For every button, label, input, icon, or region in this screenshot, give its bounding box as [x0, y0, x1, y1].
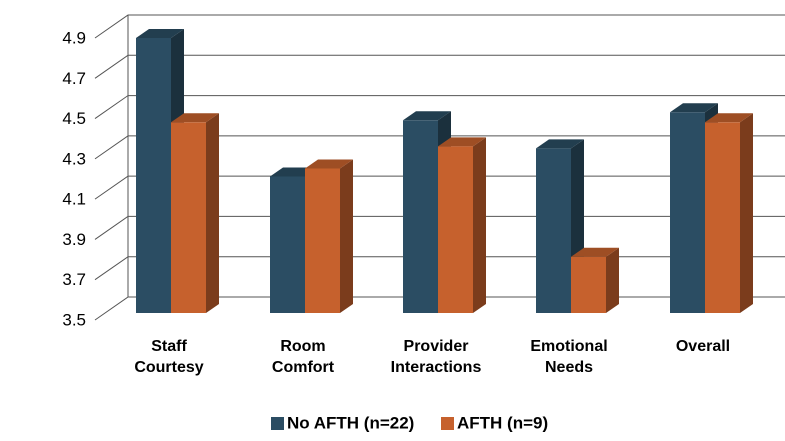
- x-tick-label: Staff: [151, 338, 187, 355]
- bar: [571, 247, 619, 313]
- x-tick-label: Needs: [545, 359, 593, 376]
- bar-side: [206, 113, 219, 313]
- bar-side: [473, 137, 486, 313]
- bar-top: [438, 137, 486, 147]
- y-tick-label: 4.7: [62, 69, 86, 88]
- bar-front: [171, 122, 206, 313]
- bar: [171, 113, 219, 313]
- bar-front: [305, 168, 340, 313]
- bar-top: [171, 113, 219, 123]
- y-tick-label: 3.9: [62, 230, 86, 249]
- bar-front: [705, 122, 740, 313]
- bar: [438, 137, 486, 313]
- bar: [305, 159, 353, 313]
- y-tick-label: 4.5: [62, 109, 86, 128]
- x-tick-label: Emotional: [530, 338, 607, 355]
- bar-top: [670, 103, 718, 113]
- bar-top: [305, 159, 353, 169]
- y-tick-label: 3.5: [62, 310, 86, 329]
- bar-side: [340, 159, 353, 313]
- x-tick-label: Comfort: [272, 359, 335, 376]
- bar-front: [438, 146, 473, 313]
- y-tick-label: 4.3: [62, 149, 86, 168]
- bar-front: [536, 148, 571, 313]
- legend-swatch: [441, 417, 454, 430]
- bar-front: [571, 256, 606, 313]
- x-tick-label: Provider: [404, 338, 469, 355]
- x-tick-label: Interactions: [391, 359, 482, 376]
- y-tick-label: 3.7: [62, 270, 86, 289]
- bar-top: [403, 111, 451, 121]
- bar-top: [705, 113, 753, 123]
- x-tick-label: Room: [280, 338, 325, 355]
- bar: [705, 113, 753, 313]
- bar-front: [403, 120, 438, 313]
- grid-line: [94, 54, 785, 79]
- grid-line: [94, 14, 785, 39]
- bar-side: [740, 113, 753, 313]
- y-tick-label: 4.9: [62, 28, 86, 47]
- bar-top: [571, 247, 619, 257]
- legend-label: No AFTH (n=22): [287, 413, 414, 432]
- bar-top: [136, 29, 184, 38]
- bar-side: [606, 247, 619, 313]
- x-tick-label: Overall: [676, 338, 730, 355]
- x-tick-label: Courtesy: [134, 359, 203, 376]
- bar-front: [270, 176, 305, 313]
- bar-front: [670, 112, 705, 313]
- bar-top: [536, 139, 584, 149]
- legend-label: AFTH (n=9): [457, 413, 548, 432]
- y-tick-label: 4.1: [62, 190, 86, 209]
- bar-front: [136, 38, 171, 313]
- legend-swatch: [271, 417, 284, 430]
